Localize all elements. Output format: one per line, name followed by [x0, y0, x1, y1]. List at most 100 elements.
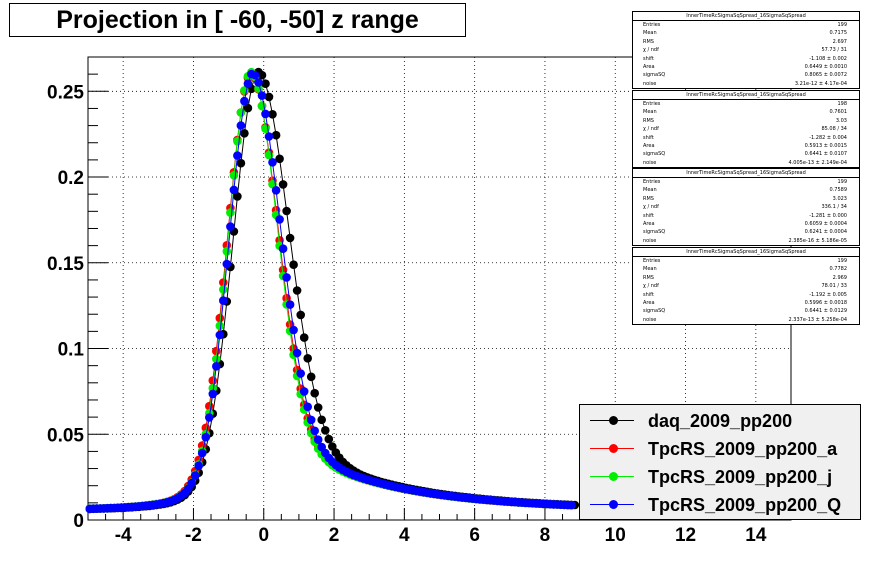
stats-row: sigmaSQ 0.6241 ± 0.0004 [643, 229, 847, 236]
stats-row: shift -1.108 ± 0.002 [643, 55, 847, 62]
legend-item: TpcRS_2009_pp200_j [580, 463, 860, 491]
stats-row: Area 0.6449 ± 0.0010 [643, 63, 847, 70]
data-point [289, 260, 298, 270]
data-point [250, 70, 260, 80]
data-point [187, 478, 196, 488]
data-point [313, 435, 323, 445]
data-point [229, 185, 239, 195]
stats-box-2: InnerTimeRcSigmaSqSpread_16SigmaSqSpread… [632, 90, 860, 168]
stats-row: χ / ndf 57.73 / 31 [643, 47, 847, 54]
stats-row: noise 4.005e-13 ± 2.149e-04 [643, 159, 847, 166]
legend-item: TpcRS_2009_pp200_Q [580, 491, 860, 519]
data-point [208, 376, 218, 385]
stats-row: Entries 199 [643, 258, 847, 264]
data-point [306, 415, 316, 425]
data-point [243, 103, 253, 113]
data-point [243, 79, 253, 88]
y-tick-label: 0.15 [47, 254, 84, 275]
data-point [222, 259, 232, 269]
chart-title: Projection in [ -60, -50] z range [9, 3, 466, 37]
stats-row: χ / ndf 85.08 / 34 [643, 126, 847, 133]
data-point [215, 321, 225, 331]
data-point [257, 70, 267, 80]
data-point [296, 369, 306, 378]
stats-row: sigmaSQ 0.8065 ± 0.0072 [643, 72, 847, 79]
stats-row: χ / ndf 336.1 / 34 [643, 204, 847, 211]
stats-row: Entries 198 [643, 101, 847, 107]
x-tick-label: 6 [469, 525, 480, 546]
data-point [194, 461, 203, 471]
data-point [233, 151, 242, 160]
y-tick-label: 0.1 [58, 340, 85, 361]
data-point [229, 171, 239, 180]
stats-row: Area 0.6059 ± 0.0004 [643, 220, 847, 227]
x-tick-label: 2 [329, 525, 340, 546]
stats-row: RMS 3.023 [643, 195, 847, 202]
data-point [190, 471, 200, 480]
data-point [219, 285, 228, 294]
legend-label: daq_2009_pp200 [648, 410, 793, 431]
data-point [310, 426, 320, 436]
data-point [197, 448, 207, 458]
data-point [236, 108, 246, 117]
data-point [282, 206, 291, 216]
data-point [208, 389, 218, 399]
data-point [285, 233, 295, 243]
data-point [240, 129, 249, 138]
data-point [212, 354, 221, 364]
data-point [278, 180, 288, 189]
data-point [233, 192, 242, 201]
data-point [261, 109, 270, 119]
data-point [226, 222, 235, 231]
legend: daq_2009_pp200 TpcRS_2009_pp200_a TpcRS_… [579, 404, 861, 520]
y-tick-label: 0.25 [47, 82, 84, 103]
stats-row: Mean 0.7782 [643, 266, 847, 273]
stats-row: Area 0.5913 ± 0.0015 [643, 142, 847, 149]
legend-item: TpcRS_2009_pp200_a [580, 435, 860, 463]
legend-marker [580, 435, 640, 463]
stats-box-4: InnerTimeRcSigmaSqSpread_16SigmaSqSpread… [632, 247, 860, 325]
stats-box-3: InnerTimeRcSigmaSqSpread_16SigmaSqSpread… [632, 168, 860, 246]
legend-marker [580, 491, 640, 519]
data-point [275, 154, 284, 164]
stats-row: shift -1.281 ± 0.000 [643, 212, 847, 219]
data-point [299, 333, 309, 342]
data-point [271, 130, 281, 140]
data-point [257, 91, 267, 100]
data-point [275, 215, 284, 224]
x-tick-label: 12 [675, 525, 696, 546]
x-tick-label: 10 [605, 525, 626, 546]
data-point [321, 426, 330, 435]
stats-row: Mean 0.7601 [643, 109, 847, 116]
stats-row: noise 3.21e-12 ± 4.17e-04 [643, 80, 847, 87]
stats-row: shift -1.192 ± 0.005 [643, 291, 847, 298]
data-point [268, 158, 277, 167]
data-point [289, 325, 298, 335]
stats-row: noise 2.385e-16 ± 5.186e-05 [643, 237, 847, 244]
y-tick-label: 0.05 [47, 425, 84, 446]
legend-marker [580, 463, 640, 491]
stats-row: RMS 2.969 [643, 274, 847, 281]
data-point [268, 110, 277, 119]
data-point [233, 137, 242, 146]
y-tick-label: 0 [73, 511, 84, 532]
x-tick-label: 8 [540, 525, 551, 546]
x-tick-label: -2 [185, 525, 202, 546]
data-point [299, 387, 309, 396]
stats-row: noise 2.337e-13 ± 5.258e-04 [643, 316, 847, 323]
x-tick-label: -4 [115, 525, 132, 546]
stats-row: shift -1.282 ± 0.004 [643, 134, 847, 141]
data-point [264, 92, 274, 102]
legend-label: TpcRS_2009_pp200_a [648, 438, 838, 459]
stats-row: RMS 2.697 [643, 38, 847, 45]
data-point [222, 247, 232, 256]
stats-row: Mean 0.7175 [643, 30, 847, 37]
stats-row: Entries 199 [643, 22, 847, 28]
data-point [226, 208, 235, 217]
stats-row: RMS 3.03 [643, 117, 847, 124]
data-point [282, 273, 291, 282]
stats-row: sigmaSQ 0.6441 ± 0.0107 [643, 151, 847, 158]
data-point [261, 79, 270, 88]
data-point [292, 286, 302, 295]
data-point [254, 78, 263, 87]
